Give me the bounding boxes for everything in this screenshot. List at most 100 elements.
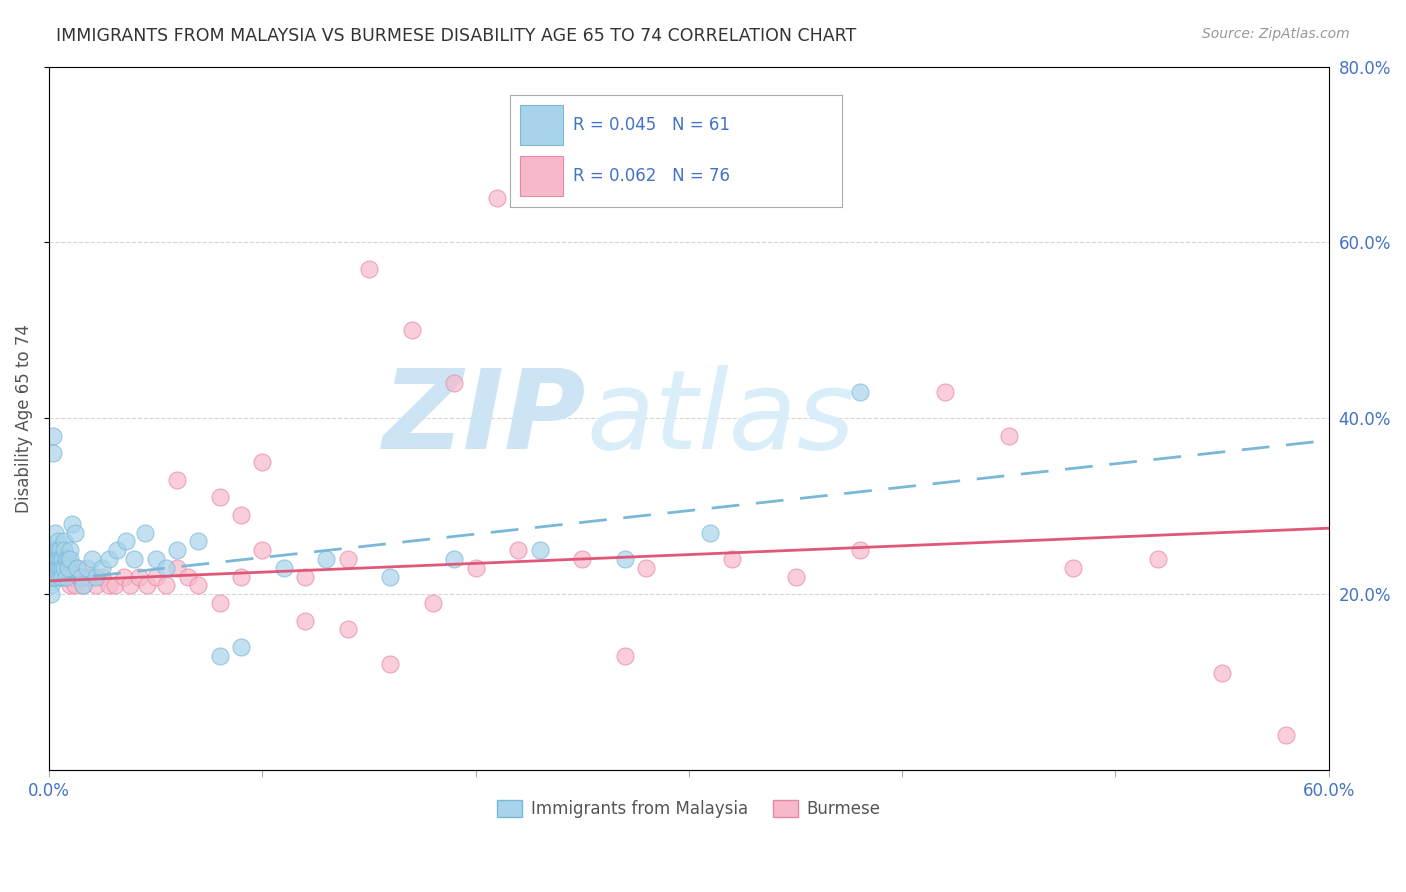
Point [67,569,90,583]
Point [44,552,66,566]
Point [70,569,93,583]
Point [52,543,75,558]
Point [187,534,209,549]
Point [166,561,188,575]
Point [155,561,177,575]
Point [1275,728,1298,742]
Point [136,578,159,592]
Text: atlas: atlas [586,365,855,472]
Point [91,569,114,583]
Point [485,192,508,206]
Point [97,578,120,592]
Point [48,561,70,575]
Point [699,525,721,540]
Point [59,569,82,583]
Y-axis label: Disability Age 65 to 74: Disability Age 65 to 74 [15,324,32,513]
Point [46,543,69,558]
Point [51,552,73,566]
Point [39,569,62,583]
Point [39,569,62,583]
Point [44,561,66,575]
Point [42,543,65,558]
Point [443,376,465,391]
Point [84,578,107,592]
Point [252,543,274,558]
Point [315,552,337,566]
Point [42,446,65,460]
Point [52,534,75,549]
Point [66,561,89,575]
Point [56,569,79,583]
Point [508,543,530,558]
Point [145,552,167,566]
Point [380,569,402,583]
Point [550,130,572,145]
Point [97,552,120,566]
Text: Source: ZipAtlas.com: Source: ZipAtlas.com [1202,27,1350,41]
Point [118,578,141,592]
Point [39,587,62,601]
Point [114,534,136,549]
Point [55,569,77,583]
Point [380,657,402,672]
Point [56,552,79,566]
Point [848,543,870,558]
Point [934,384,956,399]
Point [1062,561,1084,575]
Point [80,552,103,566]
Point [443,552,465,566]
Point [44,552,66,566]
Point [48,543,70,558]
Point [59,543,82,558]
Text: ZIP: ZIP [382,365,586,472]
Point [124,552,146,566]
Point [48,569,70,583]
Point [166,473,188,487]
Point [613,648,636,663]
Point [1211,666,1233,681]
Point [208,491,231,505]
Point [52,561,75,575]
Point [128,569,150,583]
Point [44,569,66,583]
Point [46,552,69,566]
Point [44,543,66,558]
Point [52,552,75,566]
Point [104,578,127,592]
Point [166,543,188,558]
Point [62,516,84,531]
Point [571,552,593,566]
Point [273,561,295,575]
Point [720,552,742,566]
Point [76,561,98,575]
Point [613,552,636,566]
Point [39,578,62,592]
Point [636,561,658,575]
Text: IMMIGRANTS FROM MALAYSIA VS BURMESE DISABILITY AGE 65 TO 74 CORRELATION CHART: IMMIGRANTS FROM MALAYSIA VS BURMESE DISA… [56,27,856,45]
Point [51,569,73,583]
Point [51,569,73,583]
Point [63,525,86,540]
Point [44,525,66,540]
Point [66,561,89,575]
Point [42,552,65,566]
Point [84,569,107,583]
Point [998,429,1021,443]
Point [229,569,252,583]
Point [59,552,82,566]
Point [48,569,70,583]
Point [336,552,359,566]
Point [46,561,69,575]
Point [62,569,84,583]
Point [42,429,65,443]
Point [46,543,69,558]
Point [51,561,73,575]
Point [46,561,69,575]
Point [91,561,114,575]
Point [56,561,79,575]
Point [42,561,65,575]
Point [63,578,86,592]
Point [294,569,316,583]
Point [357,261,380,276]
Point [55,569,77,583]
